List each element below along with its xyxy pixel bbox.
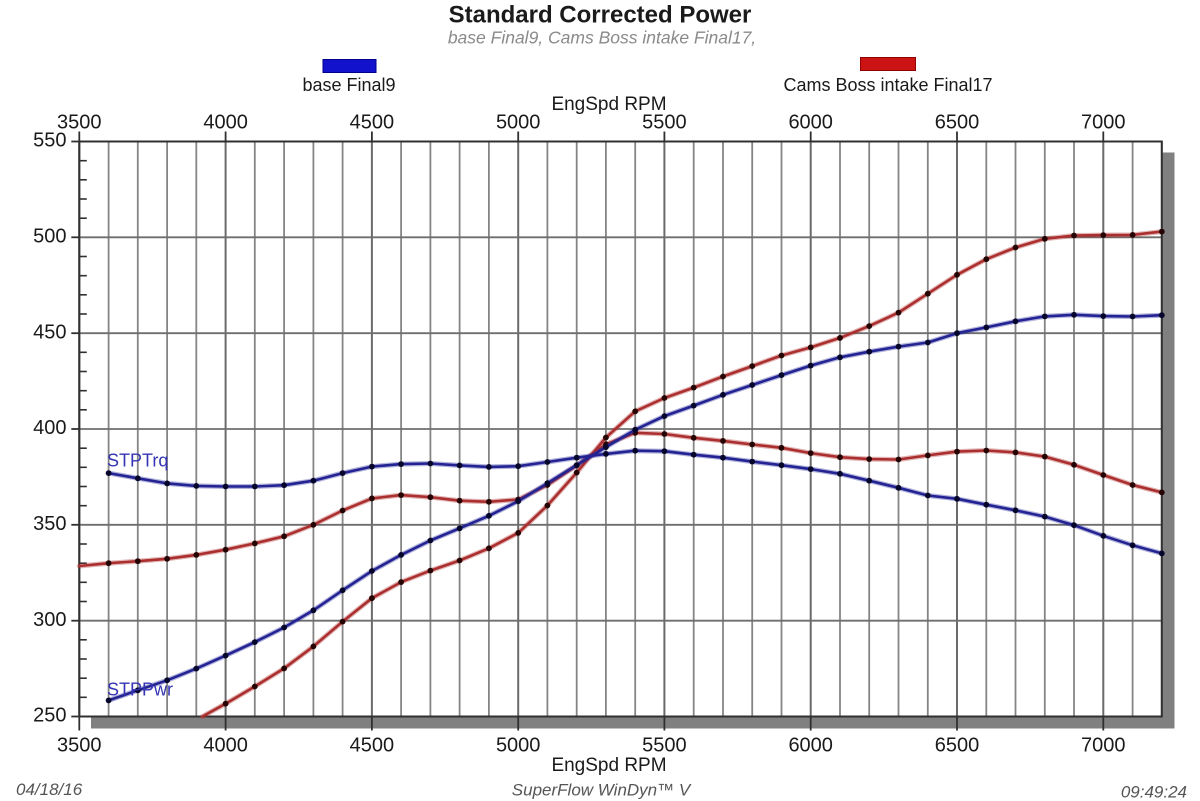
svg-text:base Final9, Cams Boss intake: base Final9, Cams Boss intake Final17,	[448, 28, 756, 48]
svg-text:500: 500	[33, 226, 66, 248]
svg-text:350: 350	[33, 513, 66, 535]
svg-text:5000: 5000	[496, 735, 541, 757]
svg-text:4500: 4500	[350, 735, 395, 757]
svg-text:250: 250	[33, 705, 66, 727]
svg-text:7000: 7000	[1081, 112, 1126, 134]
svg-text:300: 300	[33, 609, 66, 631]
svg-text:EngSpd RPM: EngSpd RPM	[551, 755, 666, 776]
svg-text:5500: 5500	[642, 112, 687, 134]
svg-text:STPPwr: STPPwr	[107, 680, 173, 700]
svg-text:6000: 6000	[788, 735, 833, 757]
svg-text:4000: 4000	[203, 735, 248, 757]
svg-text:550: 550	[33, 130, 66, 152]
svg-text:5000: 5000	[496, 112, 541, 134]
svg-text:5500: 5500	[642, 735, 687, 757]
svg-text:7000: 7000	[1081, 735, 1126, 757]
svg-text:4500: 4500	[350, 112, 395, 134]
svg-text:6500: 6500	[935, 112, 980, 134]
svg-text:EngSpd RPM: EngSpd RPM	[551, 94, 666, 115]
svg-text:3500: 3500	[57, 735, 102, 757]
svg-text:04/18/16: 04/18/16	[16, 780, 83, 799]
svg-text:Cams Boss intake Final17: Cams Boss intake Final17	[783, 75, 992, 95]
svg-text:base Final9: base Final9	[302, 75, 395, 95]
svg-text:4000: 4000	[203, 112, 248, 134]
svg-text:450: 450	[33, 321, 66, 343]
svg-text:Standard Corrected Power: Standard Corrected Power	[449, 2, 752, 29]
svg-text:SuperFlow WinDyn™ V: SuperFlow WinDyn™ V	[512, 781, 692, 800]
svg-text:6500: 6500	[935, 735, 980, 757]
svg-text:400: 400	[33, 417, 66, 439]
svg-text:3500: 3500	[57, 112, 102, 134]
svg-text:6000: 6000	[788, 112, 833, 134]
svg-text:STPTrq: STPTrq	[107, 451, 168, 471]
svg-text:09:49:24: 09:49:24	[1121, 783, 1187, 801]
